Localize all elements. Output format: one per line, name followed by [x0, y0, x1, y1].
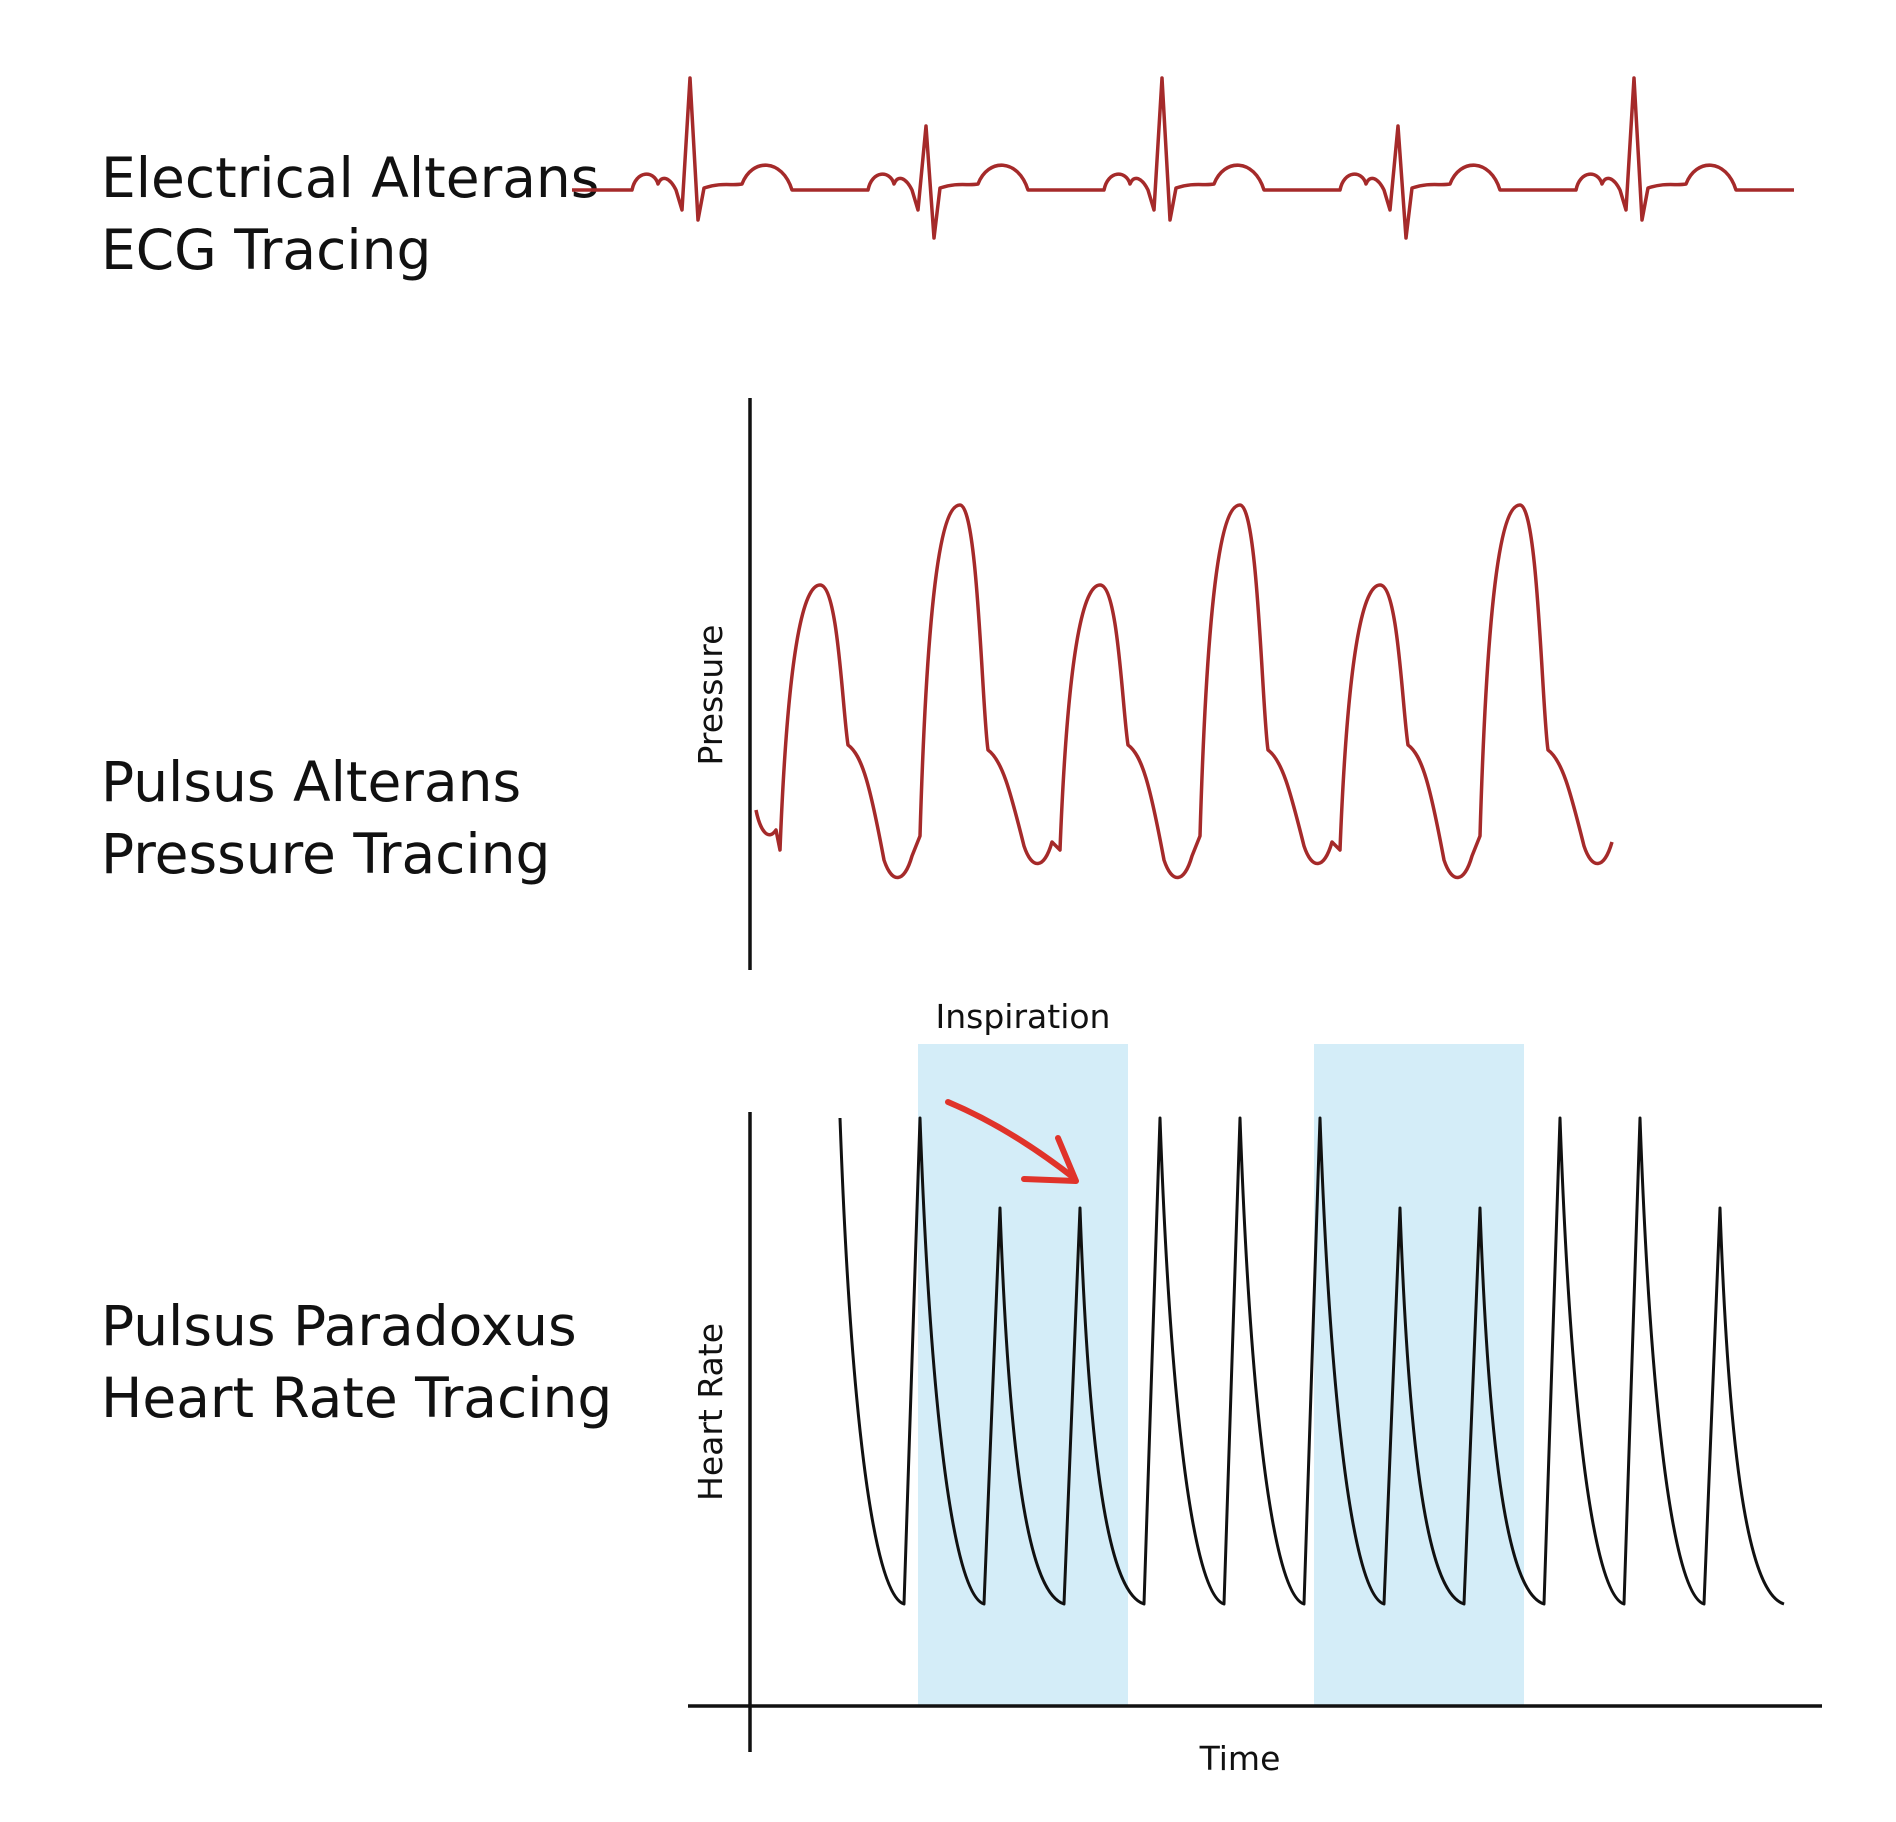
heart-rate-trace [838, 1116, 1785, 1606]
ecg-trace [572, 76, 1794, 240]
arrow-head-icon [1021, 1135, 1079, 1184]
pressure-subtitle: Pressure Tracing [101, 822, 551, 886]
time-axis-label: Time [1199, 1739, 1281, 1778]
heart-rate-axis-label: Heart Rate [691, 1323, 730, 1501]
ecg-title: Electrical Alterans [101, 146, 600, 210]
inspiration-label: Inspiration [936, 997, 1111, 1036]
ecg-section-label: Electrical Alterans ECG Tracing [101, 142, 599, 286]
heart-rate-subtitle: Heart Rate Tracing [101, 1366, 613, 1430]
pressure-section-label: Pulsus Alterans Pressure Tracing [101, 746, 550, 890]
pressure-title: Pulsus Alterans [101, 750, 522, 814]
heart-rate-section-label: Pulsus Paradoxus Heart Rate Tracing [101, 1290, 612, 1434]
heart-rate-title: Pulsus Paradoxus [101, 1294, 577, 1358]
pressure-axis-label: Pressure [691, 625, 730, 766]
decrease-arrow-icon [945, 1099, 1077, 1181]
ecg-subtitle: ECG Tracing [101, 218, 432, 282]
pressure-trace [754, 503, 1614, 880]
inspiration-band [918, 1044, 1128, 1706]
inspiration-band [1314, 1044, 1524, 1706]
